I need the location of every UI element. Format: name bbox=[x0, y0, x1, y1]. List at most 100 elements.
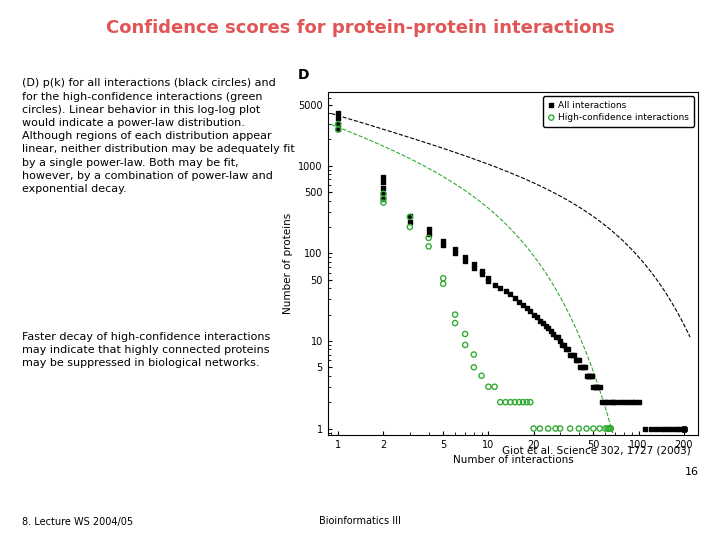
High-confidence interactions bbox=[554, 424, 566, 433]
High-confidence interactions bbox=[528, 424, 539, 433]
All interactions bbox=[531, 312, 543, 321]
All interactions bbox=[562, 345, 574, 354]
Text: 8. Lecture WS 2004/05: 8. Lecture WS 2004/05 bbox=[22, 516, 132, 526]
All interactions bbox=[671, 424, 683, 433]
High-confidence interactions bbox=[588, 424, 599, 433]
Text: Confidence scores for protein-protein interactions: Confidence scores for protein-protein in… bbox=[106, 19, 614, 37]
All interactions bbox=[633, 398, 644, 407]
All interactions bbox=[626, 398, 637, 407]
High-confidence interactions bbox=[594, 424, 606, 433]
All interactions bbox=[333, 120, 344, 129]
All interactions bbox=[378, 184, 390, 192]
All interactions bbox=[664, 424, 675, 433]
All interactions bbox=[678, 424, 690, 433]
Text: Bioinformatics III: Bioinformatics III bbox=[319, 516, 401, 526]
High-confidence interactions bbox=[600, 424, 611, 433]
All interactions bbox=[449, 249, 461, 258]
High-confidence interactions bbox=[525, 398, 536, 407]
All interactions bbox=[500, 287, 511, 295]
X-axis label: Number of interactions: Number of interactions bbox=[453, 455, 573, 465]
All interactions bbox=[423, 230, 434, 239]
High-confidence interactions bbox=[550, 424, 562, 433]
High-confidence interactions bbox=[459, 330, 471, 339]
All interactions bbox=[580, 363, 591, 372]
All interactions bbox=[459, 253, 471, 262]
All interactions bbox=[594, 382, 606, 391]
High-confidence interactions bbox=[521, 398, 533, 407]
High-confidence interactions bbox=[333, 120, 344, 129]
All interactions bbox=[528, 310, 539, 319]
All interactions bbox=[605, 398, 616, 407]
All interactions bbox=[513, 298, 525, 306]
High-confidence interactions bbox=[449, 319, 461, 327]
Text: 16: 16 bbox=[685, 467, 698, 477]
All interactions bbox=[545, 327, 557, 335]
All interactions bbox=[660, 424, 671, 433]
All interactions bbox=[459, 256, 471, 265]
High-confidence interactions bbox=[604, 424, 616, 433]
High-confidence interactions bbox=[603, 424, 614, 433]
High-confidence interactions bbox=[333, 125, 344, 134]
All interactions bbox=[547, 330, 559, 339]
High-confidence interactions bbox=[423, 242, 434, 251]
High-confidence interactions bbox=[605, 424, 616, 433]
All interactions bbox=[678, 424, 690, 433]
High-confidence interactions bbox=[423, 234, 434, 242]
All interactions bbox=[589, 382, 600, 391]
All interactions bbox=[423, 225, 434, 233]
All interactions bbox=[678, 424, 690, 433]
All interactions bbox=[557, 341, 568, 349]
All interactions bbox=[654, 424, 666, 433]
High-confidence interactions bbox=[482, 382, 494, 391]
All interactions bbox=[678, 424, 690, 433]
High-confidence interactions bbox=[505, 398, 516, 407]
High-confidence interactions bbox=[404, 213, 415, 221]
High-confidence interactions bbox=[468, 350, 480, 359]
High-confidence interactions bbox=[602, 424, 613, 433]
All interactions bbox=[584, 372, 595, 380]
All interactions bbox=[650, 424, 662, 433]
All interactions bbox=[581, 372, 593, 380]
All interactions bbox=[489, 280, 500, 289]
All interactions bbox=[537, 319, 549, 327]
High-confidence interactions bbox=[495, 398, 506, 407]
All interactions bbox=[586, 372, 598, 380]
High-confidence interactions bbox=[542, 424, 554, 433]
High-confidence interactions bbox=[378, 190, 390, 198]
All interactions bbox=[540, 321, 552, 330]
All interactions bbox=[378, 190, 390, 198]
All interactions bbox=[678, 424, 690, 433]
Text: D: D bbox=[298, 68, 310, 82]
All interactions bbox=[521, 303, 533, 312]
All interactions bbox=[550, 333, 562, 342]
All interactions bbox=[561, 345, 572, 354]
All interactions bbox=[596, 398, 608, 407]
All interactions bbox=[468, 260, 480, 268]
Text: Giot et al. Science 302, 1727 (2003): Giot et al. Science 302, 1727 (2003) bbox=[503, 446, 691, 456]
All interactions bbox=[629, 398, 641, 407]
All interactions bbox=[582, 372, 594, 380]
All interactions bbox=[542, 324, 554, 333]
Y-axis label: Number of proteins: Number of proteins bbox=[282, 213, 292, 314]
All interactions bbox=[476, 267, 487, 275]
All interactions bbox=[495, 284, 506, 293]
All interactions bbox=[378, 172, 390, 181]
High-confidence interactions bbox=[513, 398, 525, 407]
All interactions bbox=[438, 237, 449, 245]
High-confidence interactions bbox=[459, 341, 471, 349]
High-confidence interactions bbox=[500, 398, 511, 407]
High-confidence interactions bbox=[605, 424, 616, 433]
All interactions bbox=[618, 398, 630, 407]
Legend: All interactions, High-confidence interactions: All interactions, High-confidence intera… bbox=[543, 96, 694, 126]
All interactions bbox=[614, 398, 626, 407]
All interactions bbox=[610, 398, 621, 407]
High-confidence interactions bbox=[378, 198, 390, 207]
All interactions bbox=[678, 424, 690, 433]
All interactions bbox=[333, 114, 344, 123]
All interactions bbox=[575, 363, 586, 372]
High-confidence interactions bbox=[605, 424, 616, 433]
All interactions bbox=[509, 294, 521, 302]
All interactions bbox=[404, 218, 415, 226]
Text: Faster decay of high-confidence interactions
may indicate that highly connected : Faster decay of high-confidence interact… bbox=[22, 332, 270, 368]
All interactions bbox=[678, 424, 690, 433]
